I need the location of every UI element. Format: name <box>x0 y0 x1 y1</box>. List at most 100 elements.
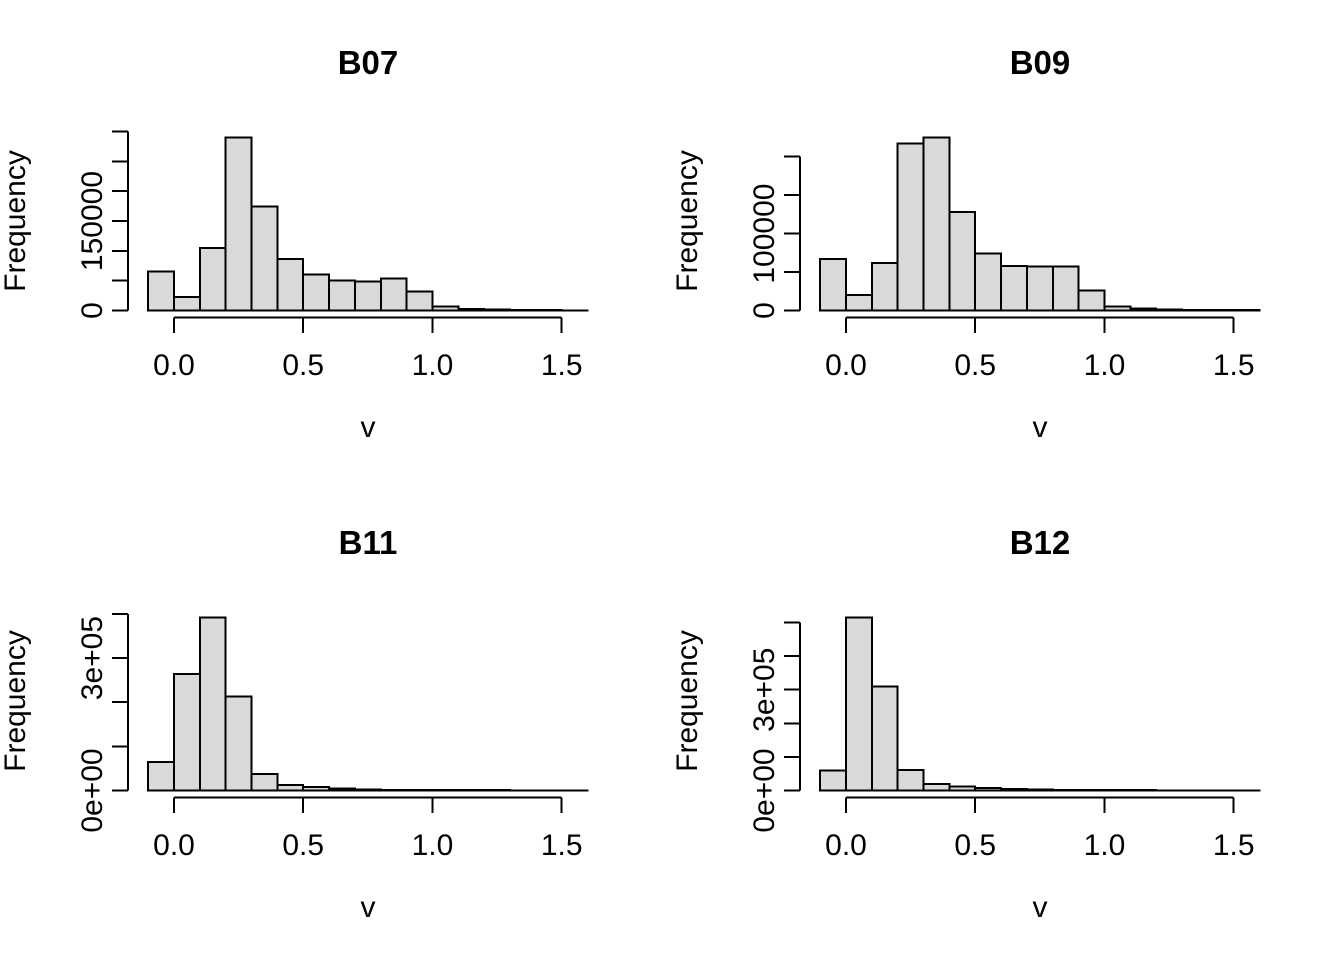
x-tick-label: 1.0 <box>412 829 454 862</box>
histogram-bar <box>1155 308 1184 312</box>
histogram-bar <box>224 695 253 792</box>
y-axis-label: Frequency <box>672 630 704 772</box>
x-tick-label: 1.5 <box>541 829 583 862</box>
histogram-bar <box>948 211 977 312</box>
histogram-bar <box>173 295 201 312</box>
histogram-bar <box>1025 265 1054 312</box>
plot-area: 0 100000 0.0 0.5 1.0 1.5 <box>748 136 1261 382</box>
histogram-bar <box>483 308 512 312</box>
plot-area: 0e+00 3e+05 0.0 0.5 1.0 1.5 <box>748 616 1261 862</box>
histogram-bar <box>845 616 873 792</box>
panel-title: B12 <box>1010 524 1071 561</box>
histogram-bar <box>302 786 331 792</box>
histogram-bar <box>405 290 434 312</box>
histogram-bar <box>1129 307 1158 312</box>
y-tick-label: 0e+00 <box>748 748 781 832</box>
histogram-bar <box>1025 788 1054 792</box>
histogram-bar <box>974 252 1003 312</box>
histogram-bar <box>457 307 486 312</box>
x-tick-label: 0.5 <box>954 349 996 382</box>
plot-area: 0e+00 3e+05 0.0 0.5 1.0 1.5 <box>76 612 589 862</box>
x-tick-label: 1.0 <box>1084 349 1126 382</box>
y-tick-label: 0 <box>76 302 109 319</box>
x-tick-label: 0.0 <box>153 349 195 382</box>
panel-title: B07 <box>338 44 399 81</box>
histogram-bar <box>896 142 925 312</box>
y-axis-label: Frequency <box>0 150 32 292</box>
histogram-bar <box>896 769 925 792</box>
histogram-bar <box>974 786 1003 792</box>
x-tick-label: 1.5 <box>1213 349 1255 382</box>
histogram-bar <box>1103 305 1132 312</box>
histogram-bar <box>1181 308 1209 312</box>
y-tick-label: 150000 <box>76 171 109 271</box>
histogram-bar <box>1051 788 1080 792</box>
x-axis-label: v <box>361 411 376 444</box>
y-axis-label: Frequency <box>0 630 32 772</box>
histogram-bar <box>198 246 227 312</box>
x-tick-label: 0.5 <box>282 829 324 862</box>
plot-area: 0 150000 0.0 0.5 1.0 1.5 <box>76 130 589 382</box>
x-tick-label: 1.5 <box>541 349 583 382</box>
histogram-bar <box>1051 265 1080 312</box>
histogram-bar <box>819 257 847 312</box>
histogram-bar <box>431 305 460 312</box>
histogram-bar <box>1000 787 1028 792</box>
histogram-bar <box>328 787 356 792</box>
y-tick-label: 3e+05 <box>748 648 781 732</box>
histogram-bar <box>870 685 899 792</box>
histogram-bar <box>948 785 977 792</box>
histogram-bar <box>353 280 382 312</box>
histogram-bar <box>224 136 253 312</box>
histogram-svg-b11: 0e+00 3e+05 0.0 0.5 1.0 1.5 B11 Frequency v <box>0 524 589 924</box>
histogram-bar <box>250 205 279 312</box>
x-tick-label: 1.0 <box>1084 829 1126 862</box>
x-tick-label: 1.0 <box>412 349 454 382</box>
histogram-bar <box>198 616 227 792</box>
histogram-bar <box>302 273 331 312</box>
histogram-bar <box>1000 264 1028 312</box>
histogram-bar <box>147 270 175 312</box>
x-tick-label: 1.5 <box>1213 829 1255 862</box>
histogram-panel-b07: 0 150000 0.0 0.5 1.0 1.5 B07 Frequency v <box>0 0 672 480</box>
histogram-svg-b12: 0e+00 3e+05 0.0 0.5 1.0 1.5 B12 Frequency v <box>672 524 1261 924</box>
histogram-bar <box>379 277 408 312</box>
y-axis-label: Frequency <box>672 150 704 292</box>
histogram-bar <box>250 773 279 792</box>
histogram-panel-b12: 0e+00 3e+05 0.0 0.5 1.0 1.5 B12 Frequency v <box>672 480 1344 960</box>
histogram-bar <box>509 308 537 312</box>
histogram-bar <box>328 279 356 312</box>
histogram-bar <box>819 769 847 792</box>
x-tick-label: 0.0 <box>153 829 195 862</box>
y-tick-label: 3e+05 <box>76 616 109 700</box>
y-tick-label: 0e+00 <box>76 748 109 832</box>
histogram-bar <box>276 783 305 792</box>
y-tick-label: 0 <box>748 302 781 319</box>
histogram-bar <box>1077 289 1106 312</box>
x-tick-label: 0.0 <box>825 829 867 862</box>
histogram-svg-b09: 0 100000 0.0 0.5 1.0 1.5 B09 Frequency v <box>672 44 1261 444</box>
histogram-svg-b07: 0 150000 0.0 0.5 1.0 1.5 B07 Frequency v <box>0 44 589 444</box>
histogram-panel-b09: 0 100000 0.0 0.5 1.0 1.5 B09 Frequency v <box>672 0 1344 480</box>
histogram-bar <box>353 788 382 792</box>
x-tick-label: 0.0 <box>825 349 867 382</box>
x-axis-label: v <box>361 891 376 924</box>
y-tick-label: 100000 <box>748 184 781 284</box>
histogram-bar <box>922 136 951 312</box>
histogram-bar <box>845 294 873 312</box>
histogram-bar <box>173 672 201 792</box>
histogram-bar <box>147 760 175 792</box>
x-axis-label: v <box>1033 891 1048 924</box>
x-axis-label: v <box>1033 411 1048 444</box>
histogram-bar <box>276 258 305 312</box>
x-tick-label: 0.5 <box>954 829 996 862</box>
histogram-bar <box>922 782 951 792</box>
histogram-bar <box>870 261 899 312</box>
histogram-bar <box>1077 789 1106 792</box>
panel-title: B09 <box>1010 44 1071 81</box>
histogram-bar <box>379 788 408 792</box>
histogram-panel-b11: 0e+00 3e+05 0.0 0.5 1.0 1.5 B11 Frequency v <box>0 480 672 960</box>
panel-title: B11 <box>339 524 398 561</box>
x-tick-label: 0.5 <box>282 349 324 382</box>
